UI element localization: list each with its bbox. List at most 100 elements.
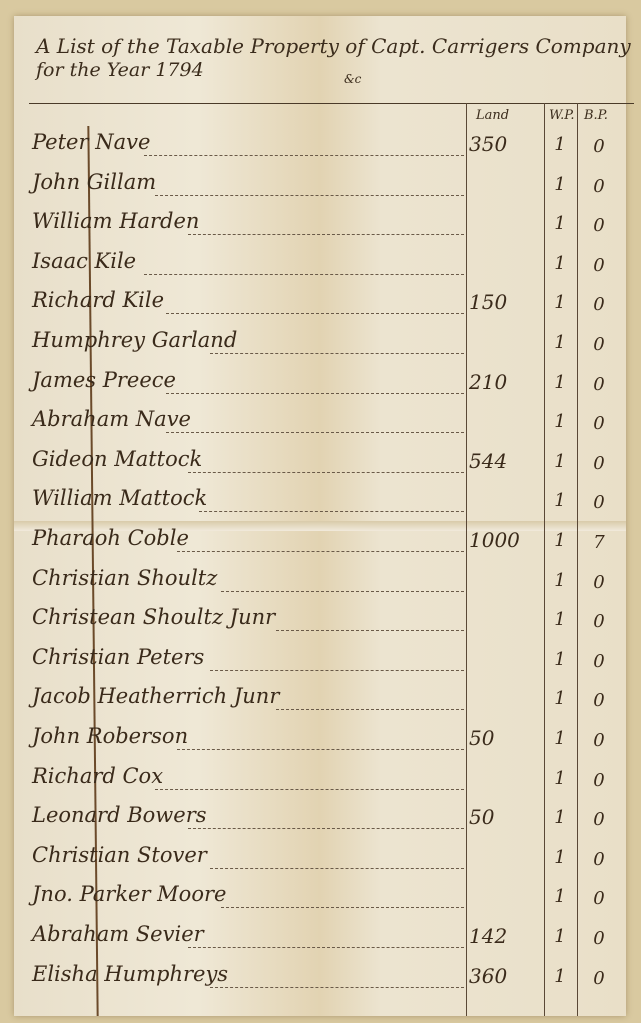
leader-dash — [221, 907, 464, 909]
leader-dash — [166, 432, 464, 434]
white-polls-value: 1 — [554, 569, 566, 591]
leader-dash — [210, 353, 464, 354]
taxpayer-name: Jno. Parker Moore — [32, 882, 227, 907]
leader-dash — [177, 749, 464, 750]
taxpayer-name: Abraham Nave — [32, 407, 191, 432]
table-row: Isaac Kile 1 0 — [14, 243, 626, 283]
bp-column-divider — [577, 103, 578, 1016]
white-polls-value: 1 — [554, 886, 566, 908]
header-wp: W.P. — [549, 108, 575, 123]
white-polls-value: 1 — [554, 767, 566, 789]
table-row: James Preece 210 1 0 — [14, 362, 626, 402]
black-polls-value: 0 — [593, 452, 605, 474]
white-polls-value: 1 — [554, 450, 566, 472]
land-value: 210 — [469, 369, 508, 394]
white-polls-value: 1 — [554, 648, 566, 670]
black-polls-value: 0 — [593, 611, 605, 633]
leader-dash — [276, 630, 464, 632]
black-polls-value: 0 — [593, 690, 605, 712]
taxpayer-name: Humphrey Garland — [32, 328, 238, 352]
land-value: 50 — [469, 805, 495, 830]
taxpayer-name: Christean Shoultz Junr — [32, 605, 276, 630]
leader-dash — [210, 867, 464, 869]
taxpayer-name: William Harden — [32, 209, 200, 234]
white-polls-value: 1 — [554, 609, 566, 631]
table-row: Elisha Humphreys 360 1 0 — [14, 956, 626, 996]
black-polls-value: 0 — [593, 215, 605, 237]
white-polls-value: 1 — [554, 530, 566, 551]
taxpayer-name: Jacob Heatherrich Junr — [32, 684, 280, 709]
land-column-divider — [466, 103, 467, 1016]
black-polls-value: 0 — [593, 967, 605, 989]
taxpayer-name: William Mattock — [32, 486, 208, 511]
land-value: 50 — [469, 726, 495, 750]
table-row: Christian Shoultz 1 0 — [14, 560, 626, 600]
wp-column-divider — [544, 103, 545, 1016]
leader-dash — [221, 590, 464, 592]
title-line-2: for the Year 1794 — [36, 59, 204, 81]
table-row: Pharaoh Coble 1000 1 7 — [14, 520, 626, 560]
black-polls-value: 0 — [593, 730, 605, 751]
table-row: Gideon Mattock 544 1 0 — [14, 441, 626, 481]
black-polls-value: 0 — [593, 294, 605, 316]
table-row: Peter Nave 350 1 0 — [14, 124, 626, 164]
black-polls-value: 0 — [593, 373, 605, 395]
black-polls-value: 0 — [593, 492, 605, 514]
table-row: William Harden 1 0 — [14, 203, 626, 243]
table-row: Christian Peters 1 0 — [14, 639, 626, 679]
taxpayer-name: Richard Kile — [32, 288, 165, 313]
table-row: Richard Cox 1 0 — [14, 758, 626, 798]
leader-dash — [177, 551, 464, 552]
table-row: John Gillam 1 0 — [14, 164, 626, 204]
white-polls-value: 1 — [554, 332, 566, 353]
black-polls-value: 0 — [593, 136, 605, 157]
leader-dash — [188, 828, 464, 830]
white-polls-value: 1 — [554, 213, 566, 235]
leader-dash — [210, 669, 464, 671]
white-polls-value: 1 — [554, 371, 566, 393]
header-rule — [29, 103, 634, 104]
leader-dash — [166, 392, 464, 394]
white-polls-value: 1 — [554, 688, 566, 710]
taxpayer-name: Isaac Kile — [32, 248, 137, 273]
taxpayer-name: Christian Stover — [32, 842, 207, 867]
leader-dash — [166, 313, 464, 315]
leader-dash — [188, 234, 464, 236]
land-value: 142 — [469, 924, 508, 948]
manuscript-page: A List of the Taxable Property of Capt. … — [14, 16, 634, 1016]
table-row: Abraham Sevier 142 1 0 — [14, 916, 626, 956]
black-polls-value: 0 — [593, 769, 605, 791]
white-polls-value: 1 — [554, 807, 566, 829]
black-polls-value: 0 — [593, 254, 605, 276]
leader-dash — [144, 155, 464, 156]
white-polls-value: 1 — [554, 846, 566, 868]
white-polls-value: 1 — [554, 134, 566, 155]
leader-dash — [276, 709, 464, 711]
taxpayer-name: Pharaoh Coble — [32, 526, 189, 550]
taxpayer-name: Abraham Sevier — [32, 922, 204, 946]
taxpayer-name: James Preece — [32, 367, 176, 392]
taxpayer-name: Christian Shoultz — [32, 565, 218, 590]
title-line-1: A List of the Taxable Property of Capt. … — [36, 34, 631, 58]
leader-dash — [199, 511, 464, 513]
title-mark: &c — [344, 72, 362, 86]
taxpayer-name: Richard Cox — [32, 763, 164, 788]
taxpayer-name: Peter Nave — [32, 130, 151, 154]
leader-dash — [155, 194, 464, 196]
black-polls-value: 0 — [593, 888, 605, 910]
taxpayer-name: John Roberson — [32, 724, 189, 748]
table-row: John Roberson 50 1 0 — [14, 718, 626, 758]
leader-dash — [210, 986, 464, 988]
land-value: 360 — [469, 963, 508, 988]
taxpayer-name: Christian Peters — [32, 644, 205, 669]
taxpayer-name: Gideon Mattock — [32, 446, 203, 471]
white-polls-value: 1 — [554, 252, 566, 274]
land-value: 150 — [469, 290, 508, 315]
table-row: Leonard Bowers 50 1 0 — [14, 797, 626, 837]
header-land: Land — [476, 108, 510, 123]
black-polls-value: 7 — [593, 532, 605, 553]
white-polls-value: 1 — [554, 411, 566, 433]
black-polls-value: 0 — [593, 650, 605, 672]
black-polls-value: 0 — [593, 334, 605, 355]
black-polls-value: 0 — [593, 413, 605, 435]
